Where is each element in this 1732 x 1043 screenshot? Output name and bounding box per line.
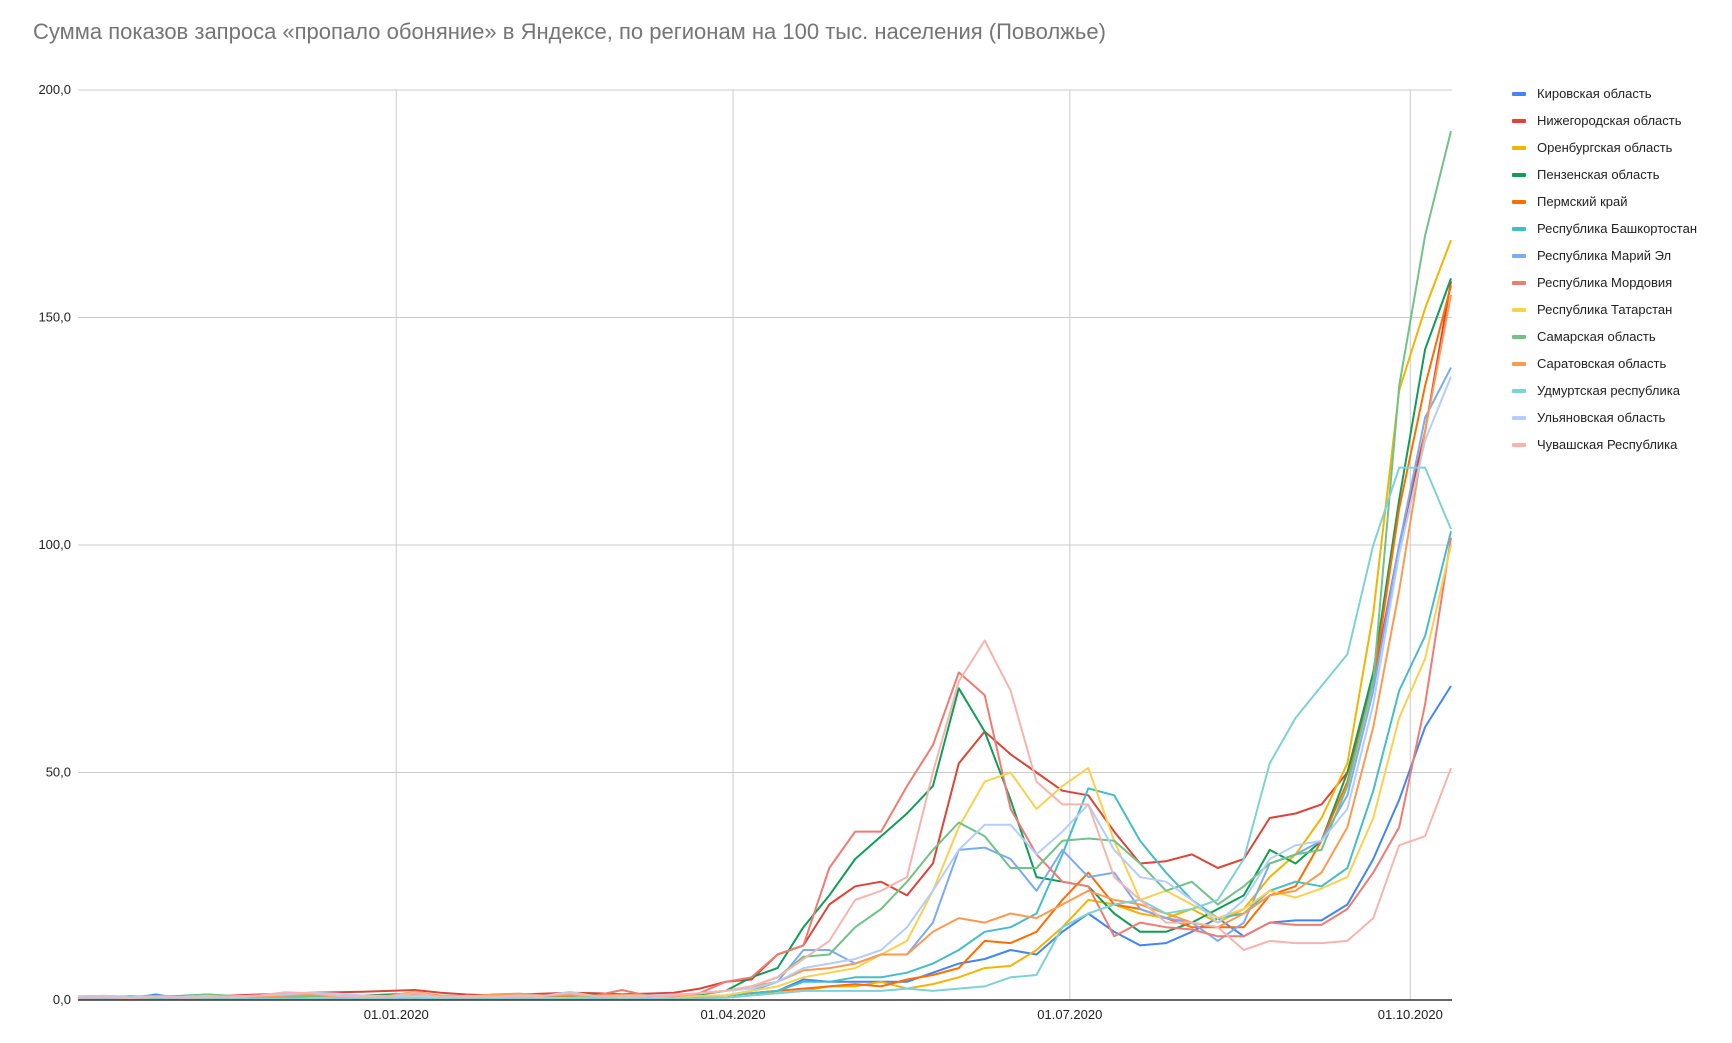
- legend-swatch: [1512, 172, 1526, 177]
- x-axis-labels: 01.01.2020 01.04.2020 01.07.2020 01.10.2020: [364, 1007, 1443, 1022]
- legend-item[interactable]: Республика Марий Эл: [1512, 242, 1697, 269]
- legend-item[interactable]: Оренбургская область: [1512, 134, 1697, 161]
- legend-item[interactable]: Кировская область: [1512, 80, 1697, 107]
- series-line-8: [77, 544, 1452, 1000]
- legend-swatch: [1512, 442, 1526, 447]
- series-line-5: [77, 531, 1452, 1001]
- x-tick-label: 01.07.2020: [1037, 1007, 1102, 1022]
- y-axis-labels: 0,0 50,0 100,0 150,0 200,0: [38, 82, 71, 1007]
- legend-label: Самарская область: [1537, 329, 1656, 344]
- series-line-0: [77, 685, 1452, 1001]
- legend: Кировская область Нижегородская область Ор…: [1512, 80, 1697, 458]
- legend-swatch: [1512, 307, 1526, 312]
- legend-swatch: [1512, 226, 1526, 231]
- legend-swatch: [1512, 91, 1526, 96]
- legend-label: Ульяновская область: [1537, 410, 1666, 425]
- legend-item[interactable]: Пермский край: [1512, 188, 1697, 215]
- legend-item[interactable]: Саратовская область: [1512, 350, 1697, 377]
- legend-item[interactable]: Удмуртская республика: [1512, 377, 1697, 404]
- y-tick-label: 100,0: [38, 537, 71, 552]
- legend-swatch: [1512, 388, 1526, 393]
- legend-swatch: [1512, 118, 1526, 123]
- y-tick-label: 0,0: [53, 992, 71, 1007]
- legend-item[interactable]: Пензенская область: [1512, 161, 1697, 188]
- series-lines: [77, 130, 1452, 1001]
- legend-label: Республика Марий Эл: [1537, 248, 1672, 263]
- series-line-1: [78, 280, 1452, 999]
- legend-label: Нижегородская область: [1537, 113, 1682, 128]
- legend-item[interactable]: Республика Татарстан: [1512, 296, 1697, 323]
- legend-label: Удмуртская республика: [1537, 383, 1680, 398]
- legend-label: Чувашская Республика: [1537, 437, 1678, 452]
- series-line-11: [77, 466, 1452, 1001]
- legend-swatch: [1512, 199, 1526, 204]
- chart-title: Сумма показов запроса «пропало обоняние»…: [33, 19, 1106, 44]
- legend-item[interactable]: Ульяновская область: [1512, 404, 1697, 431]
- legend-item[interactable]: Республика Башкортостан: [1512, 215, 1697, 242]
- legend-item[interactable]: Чувашская Республика: [1512, 431, 1697, 458]
- series-line-3: [77, 278, 1452, 999]
- x-tick-label: 01.01.2020: [364, 1007, 429, 1022]
- series-line-9: [77, 130, 1452, 999]
- x-tick-label: 01.10.2020: [1378, 1007, 1443, 1022]
- y-tick-label: 150,0: [38, 310, 71, 325]
- legend-swatch: [1512, 361, 1526, 366]
- gridlines: [78, 89, 1452, 1000]
- legend-label: Кировская область: [1537, 86, 1652, 101]
- legend-label: Пермский край: [1537, 194, 1628, 209]
- legend-label: Саратовская область: [1537, 356, 1667, 371]
- series-line-6: [77, 367, 1452, 1000]
- legend-swatch: [1512, 253, 1526, 258]
- series-line-7: [77, 537, 1452, 1000]
- legend-label: Республика Мордовия: [1537, 275, 1673, 290]
- series-line-12: [77, 376, 1452, 999]
- x-tick-label: 01.04.2020: [701, 1007, 766, 1022]
- legend-swatch: [1512, 334, 1526, 339]
- series-line-13: [77, 639, 1452, 1000]
- y-tick-label: 200,0: [38, 82, 71, 97]
- legend-swatch: [1512, 280, 1526, 285]
- legend-label: Республика Башкортостан: [1537, 221, 1697, 236]
- legend-item[interactable]: Нижегородская область: [1512, 107, 1697, 134]
- legend-item[interactable]: Республика Мордовия: [1512, 269, 1697, 296]
- legend-label: Пензенская область: [1537, 167, 1660, 182]
- legend-swatch: [1512, 145, 1526, 150]
- y-tick-label: 50,0: [46, 765, 71, 780]
- legend-label: Республика Татарстан: [1537, 302, 1673, 317]
- legend-swatch: [1512, 415, 1526, 420]
- legend-item[interactable]: Самарская область: [1512, 323, 1697, 350]
- legend-label: Оренбургская область: [1537, 140, 1673, 155]
- series-line-10: [77, 294, 1452, 1000]
